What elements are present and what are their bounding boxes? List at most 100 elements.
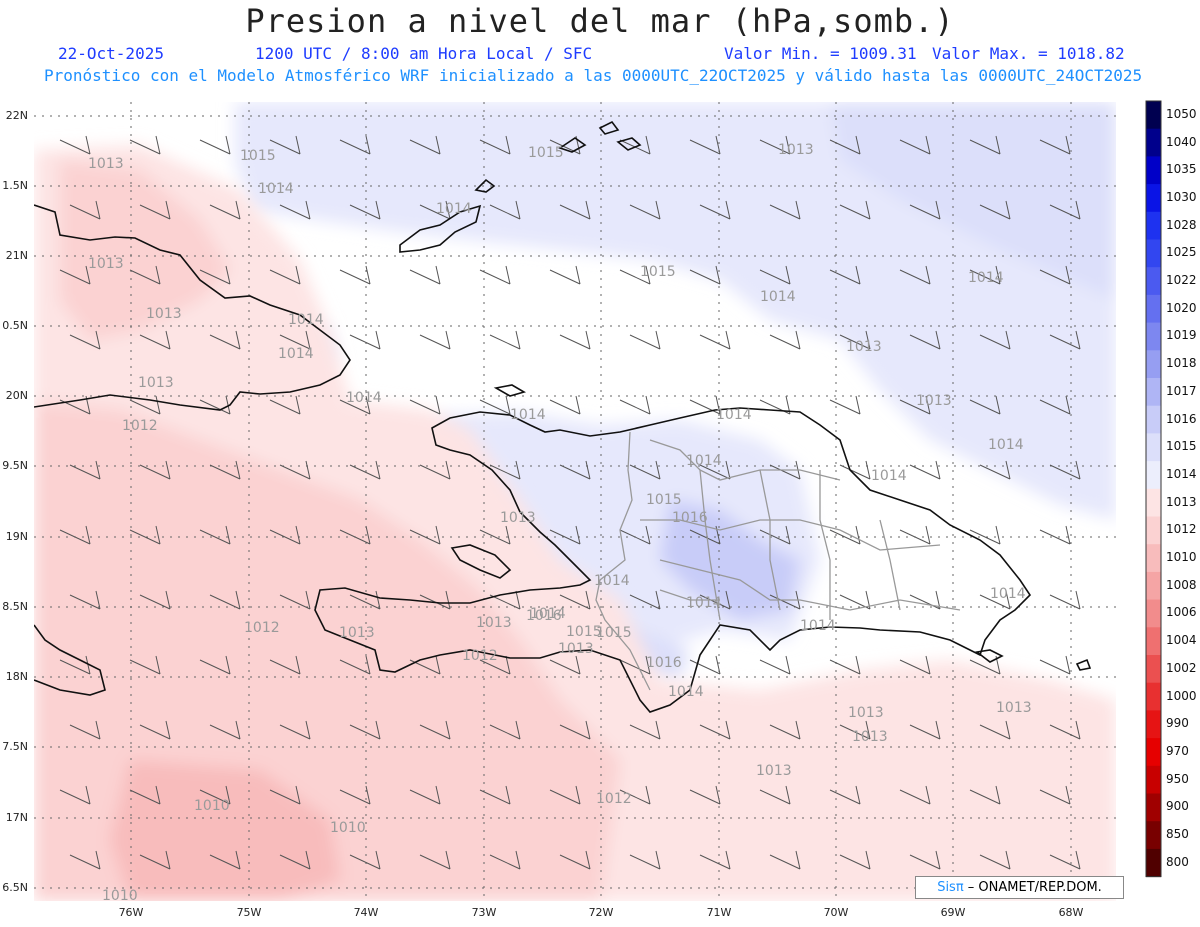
tortuga [493, 384, 527, 397]
wind-barb [899, 785, 931, 805]
colorbar-swatch [1146, 128, 1161, 157]
wind-barb [629, 330, 661, 350]
colorbar-swatch [1146, 516, 1161, 545]
colorbar-level-label: 1022 [1166, 273, 1197, 288]
wind-barb [269, 395, 301, 415]
wind-barb [549, 525, 581, 545]
lon-label: 74W [353, 906, 379, 919]
colorbar-level-label: 1010 [1166, 550, 1197, 565]
wind-barb [139, 330, 171, 350]
wind-barb [1039, 525, 1071, 545]
colorbar-level-label: 1014 [1166, 466, 1197, 481]
wind-barb [349, 850, 381, 870]
wind-barb [209, 720, 241, 740]
colorbar-swatch [1146, 655, 1161, 684]
colorbar-swatch [1146, 710, 1161, 739]
wind-barb [689, 655, 721, 675]
wind-barb [759, 655, 791, 675]
hispaniola-coast [314, 407, 1032, 713]
wind-barb [279, 460, 311, 480]
wind-barb [129, 525, 161, 545]
wind-barb [1039, 655, 1071, 675]
wind-barb [479, 785, 511, 805]
wind-barb [629, 720, 661, 740]
lat-label: 0.5N [2, 319, 28, 332]
lat-label: 7.5N [2, 740, 28, 753]
wind-barb [699, 460, 731, 480]
colorbar-swatch [1146, 156, 1161, 185]
wind-barb [279, 720, 311, 740]
credit-brand: Sisπ [937, 880, 964, 895]
isobar-label: 1013 [996, 700, 1032, 716]
colorbar-level-label: 1006 [1166, 605, 1197, 620]
wind-barb [1049, 720, 1081, 740]
wind-barb [349, 330, 381, 350]
wind-barb [629, 850, 661, 870]
wind-barb [269, 265, 301, 285]
colorbar-level-label: 1013 [1166, 494, 1197, 509]
colorbar-level-label: 970 [1166, 743, 1189, 758]
map-title: Presion a nivel del mar (hPa,somb.) [245, 2, 955, 40]
wind-barb [549, 655, 581, 675]
isobar-label: 1013 [848, 705, 884, 721]
wind-barb [629, 590, 661, 610]
wind-barb [489, 720, 521, 740]
wind-barb [279, 850, 311, 870]
isobar-label: 1013 [500, 510, 536, 526]
colorbar-swatch [1146, 350, 1161, 379]
colorbar-swatch [1146, 544, 1161, 573]
wind-barb [829, 785, 861, 805]
wind-barb [489, 590, 521, 610]
lon-label: 70W [823, 906, 849, 919]
wind-barb [129, 655, 161, 675]
colorbar-level-label: 1017 [1166, 383, 1197, 398]
wind-barb [619, 265, 651, 285]
wind-barb [139, 460, 171, 480]
lon-label: 76W [118, 906, 144, 919]
isobar-label: 1016 [526, 608, 562, 624]
wind-barb [899, 265, 931, 285]
wind-barb [69, 460, 101, 480]
wind-barb [1049, 460, 1081, 480]
colorbar-swatch [1146, 488, 1161, 517]
wind-barb [689, 395, 721, 415]
wind-barb [759, 265, 791, 285]
wind-barbs [59, 135, 1081, 870]
wind-barb [409, 525, 441, 545]
forecast-time: 1200 UTC / 8:00 am Hora Local / SFC [255, 44, 593, 63]
lon-label: 68W [1058, 906, 1084, 919]
wind-barb [699, 850, 731, 870]
isobar-label: 1012 [122, 418, 158, 434]
cuba-coast [34, 204, 351, 411]
colorbar [1145, 100, 1162, 878]
wind-barb [269, 525, 301, 545]
wind-barb [139, 720, 171, 740]
colorbar-level-label: 900 [1166, 799, 1189, 814]
wind-barb [489, 850, 521, 870]
value-max: Valor Max. = 1018.82 [932, 44, 1125, 63]
wind-barb [969, 785, 1001, 805]
wind-barb [549, 785, 581, 805]
shading-low [34, 145, 1116, 901]
isobar-label: 1015 [640, 264, 676, 280]
wind-barb [199, 655, 231, 675]
forecast-info: Pronóstico con el Modelo Atmosférico WRF… [44, 66, 1143, 85]
wind-barb [759, 135, 791, 155]
wind-barb [269, 785, 301, 805]
wind-barb [829, 395, 861, 415]
isobar-label: 1014 [346, 390, 382, 406]
lon-label: 75W [236, 906, 262, 919]
isobar-label: 1014 [686, 453, 722, 469]
wind-barb [209, 330, 241, 350]
isobar-label: 1015 [596, 625, 632, 641]
wind-barb [269, 135, 301, 155]
colorbar-level-label: 1020 [1166, 300, 1197, 315]
wind-barb [619, 395, 651, 415]
wind-barb [139, 850, 171, 870]
wind-barb [479, 525, 511, 545]
colorbar-swatch [1146, 101, 1161, 130]
colorbar-swatch [1146, 461, 1161, 490]
colorbar-swatch [1146, 267, 1161, 296]
wind-barb [419, 200, 451, 220]
